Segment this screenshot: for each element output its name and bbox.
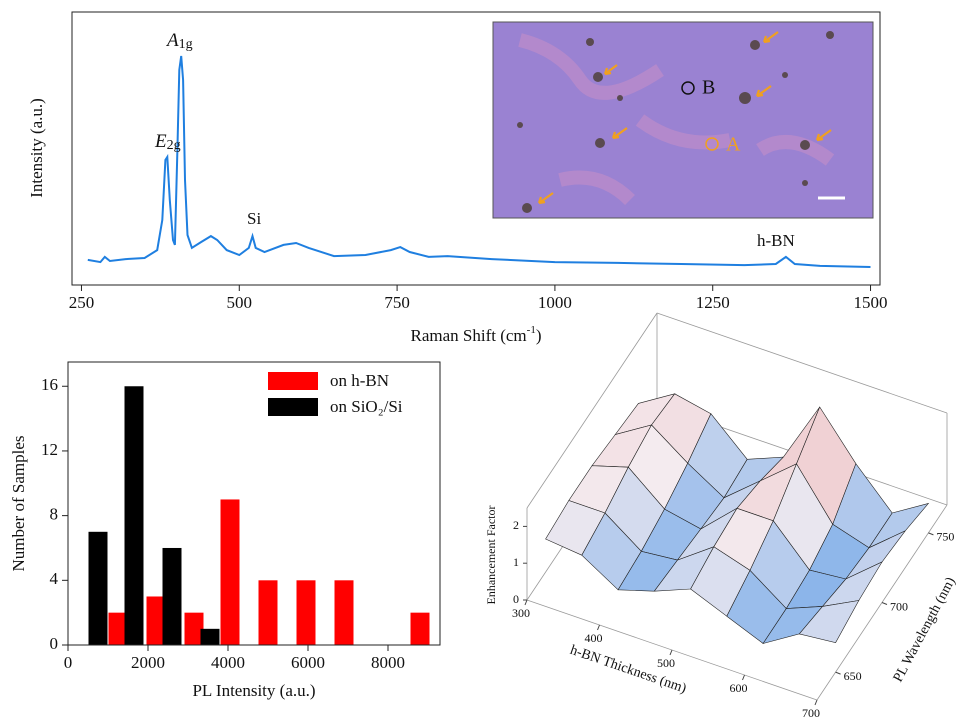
bar (220, 499, 240, 645)
box-edge (656, 312, 948, 414)
x-axis-label-sup: -1 (527, 324, 536, 336)
x-tick-label: 2000 (131, 653, 165, 672)
peak-label: h-BN (757, 231, 795, 250)
x-axis-label-end: ) (536, 326, 542, 345)
peak-label: A1g (165, 30, 193, 52)
y-axis-label: Number of Samples (9, 436, 28, 572)
y-axis-label: PL Wavelength (nm) (891, 575, 959, 685)
bar (108, 612, 128, 645)
z-tick-label: 2 (513, 518, 519, 532)
y-tick-label: 12 (41, 440, 58, 459)
inset-arrows (537, 31, 832, 205)
y-tick (928, 532, 934, 536)
peak-label: E2g (154, 131, 181, 153)
x-tick-label: 250 (69, 293, 95, 312)
peak-label-main: A (165, 30, 179, 51)
legend-label: on SiO₂/Si (330, 397, 403, 416)
x-tick-label: 300 (512, 606, 530, 620)
y-tick-label: 4 (50, 569, 59, 588)
peak-label-main: E (154, 131, 167, 152)
bar (296, 580, 316, 645)
plot-frame (67, 361, 441, 646)
bar (146, 596, 166, 645)
marker-b (681, 81, 695, 95)
x-tick (597, 624, 600, 631)
x-tick (742, 674, 745, 681)
x-tick-label: 4000 (211, 653, 245, 672)
surface-patch (798, 600, 860, 644)
box-edge (526, 312, 658, 509)
y-tick (835, 671, 841, 675)
x-tick-label: 8000 (371, 653, 405, 672)
x-axis-label: Raman Shift (cm-1) (411, 324, 542, 345)
y-tick-label: 700 (890, 599, 908, 613)
x-tick-label: 0 (64, 653, 73, 672)
x-tick-label: 750 (384, 293, 410, 312)
x-tick-label: 700 (802, 706, 820, 720)
x-tick-label: 500 (227, 293, 253, 312)
plot-frame (71, 11, 881, 286)
y-tick-label: 650 (844, 669, 862, 683)
inset-label: B (702, 77, 715, 99)
peak-label-sub: 2g (167, 138, 181, 153)
bar (162, 547, 182, 645)
x-axis-label-text: Raman Shift (cm (411, 326, 527, 345)
x-tick (669, 649, 673, 656)
bar (334, 580, 354, 645)
x-tick-label: 600 (730, 681, 748, 695)
x-tick-label: 1000 (538, 293, 572, 312)
x-tick (524, 599, 528, 606)
z-axis-label: Enhancement Factor (484, 506, 498, 605)
y-tick-label: 750 (936, 530, 954, 544)
peak-label: Si (247, 209, 261, 228)
legend-swatch (268, 398, 318, 416)
x-tick-label: 1250 (696, 293, 730, 312)
x-axis-label: h-BN Thickness (nm) (568, 643, 688, 697)
x-tick-label: 1500 (854, 293, 888, 312)
z-tick-label: 1 (513, 555, 519, 569)
peak-label-sub: 1g (179, 37, 193, 52)
spectrum-line (87, 55, 871, 268)
inset-texture (518, 33, 835, 206)
x-tick-label: 400 (585, 631, 603, 645)
bar (410, 612, 430, 645)
x-tick-label: 6000 (291, 653, 325, 672)
y-tick-label: 16 (41, 375, 58, 394)
bar (200, 628, 220, 645)
bar (124, 386, 144, 645)
inset-flakes (517, 31, 834, 213)
bar (258, 580, 278, 645)
y-axis-label: Intensity (a.u.) (27, 98, 46, 198)
y-tick (881, 602, 888, 605)
inset-image: B A (492, 21, 874, 219)
inset-label: A (726, 134, 741, 156)
x-tick (814, 699, 818, 706)
legend-swatch (268, 372, 318, 390)
bar (88, 531, 108, 645)
bar (184, 612, 204, 645)
marker-a (705, 137, 719, 151)
y-tick-label: 0 (50, 634, 59, 653)
legend-label: on h-BN (330, 371, 389, 390)
y-tick-label: 8 (50, 505, 59, 524)
z-tick-label: 0 (513, 592, 519, 606)
x-tick-label: 500 (657, 656, 675, 670)
x-axis-label: PL Intensity (a.u.) (192, 681, 315, 700)
